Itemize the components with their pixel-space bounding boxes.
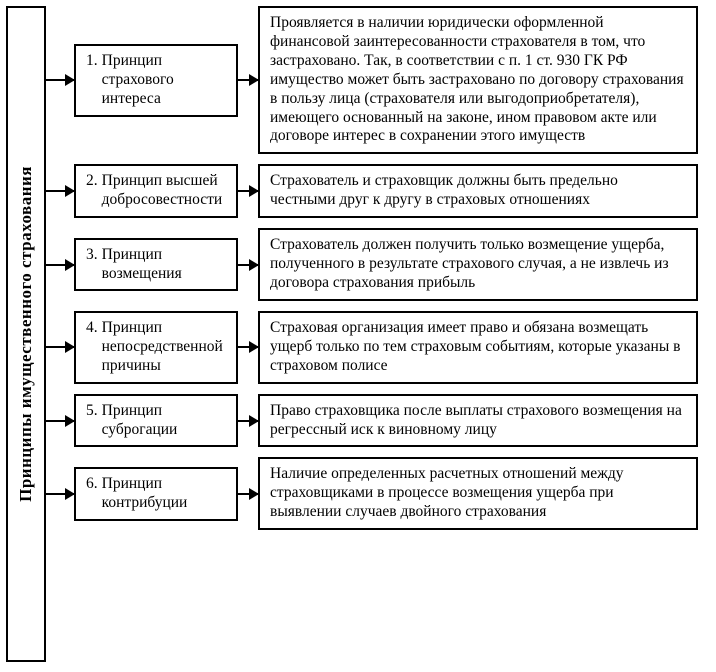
principle-box: 4. Принцип непосредственной причины [74,311,238,384]
arrow-icon [238,264,258,266]
arrow-icon [46,493,74,495]
principle-box: 1. Принцип страхового интереса [74,44,238,117]
arrow-icon [46,79,74,81]
arrow-icon [46,346,74,348]
principle-number: 3. [86,246,102,284]
arrow-icon [46,420,74,422]
principle-title: Принцип страхового интереса [102,52,226,109]
principle-row: 1. Принцип страхового интереса Проявляет… [46,6,710,154]
principle-box: 6. Принцип контрибуции [74,467,238,521]
arrow-icon [238,420,258,422]
arrow-icon [238,190,258,192]
principle-desc: Наличие определенных расчетных отношений… [258,457,698,530]
principle-row: 3. Принцип возмещения Страхователь долже… [46,228,710,301]
principle-box: 5. Принцип суброгации [74,394,238,448]
principle-desc: Страхователь должен получить только возм… [258,228,698,301]
principle-row: 2. Принцип высшей добросовестности Страх… [46,164,710,218]
principle-box: 2. Принцип высшей добросовестности [74,164,238,218]
principle-title: Принцип контрибуции [102,475,226,513]
principle-row: 5. Принцип суброгации Право страховщика … [46,394,710,448]
arrow-icon [238,346,258,348]
principle-number: 5. [86,402,102,440]
principle-number: 6. [86,475,102,513]
arrow-icon [238,79,258,81]
principle-title: Принцип суброгации [102,402,226,440]
principle-row: 6. Принцип контрибуции Наличие определен… [46,457,710,530]
principle-box: 3. Принцип возмещения [74,238,238,292]
principle-desc: Проявляется в наличии юридически оформле… [258,6,698,154]
root-category-label: Принципы имущественного страхования [16,166,36,502]
principle-title: Принцип высшей добросовестности [102,172,226,210]
principle-number: 2. [86,172,102,210]
arrow-icon [46,264,74,266]
principle-desc: Страхователь и страховщик должны быть пр… [258,164,698,218]
principle-desc: Право страховщика после выплаты страхово… [258,394,698,448]
principle-number: 1. [86,52,102,109]
arrow-icon [238,493,258,495]
principle-desc: Страховая организация имеет право и обяз… [258,311,698,384]
arrow-icon [46,190,74,192]
principle-title: Принцип возмещения [102,246,226,284]
principles-container: 1. Принцип страхового интереса Проявляет… [46,6,710,530]
principle-title: Принцип непосредственной причины [102,319,226,376]
principle-number: 4. [86,319,102,376]
principle-row: 4. Принцип непосредственной причины Стра… [46,311,710,384]
root-category-box: Принципы имущественного страхования [6,6,46,662]
